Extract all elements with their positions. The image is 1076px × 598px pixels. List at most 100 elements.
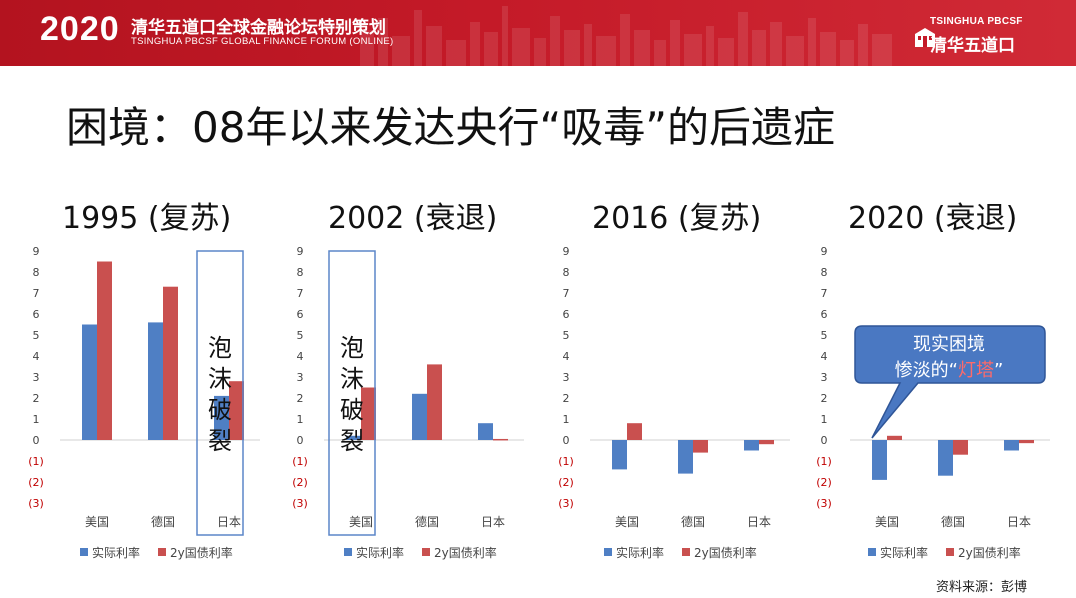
y-tick-label: (2) (292, 476, 308, 489)
source-note: 资料来源：彭博 (936, 580, 1028, 595)
bar-bond-2y (693, 440, 708, 453)
legend-label: 2y国债利率 (694, 545, 757, 560)
bar-real-rate (612, 440, 627, 470)
callout-prefix: 惨淡的 (894, 360, 949, 381)
bar-real-rate (148, 322, 163, 440)
y-tick-label: 5 (563, 329, 570, 342)
y-tick-label: 8 (821, 266, 828, 279)
y-tick-label: 0 (563, 434, 570, 447)
y-tick-label: 8 (33, 266, 40, 279)
bar-real-rate (744, 440, 759, 451)
chart-title-2016: 2016 (复苏) (592, 201, 762, 236)
y-tick-label: 6 (821, 308, 828, 321)
x-category-label: 德国 (151, 514, 175, 529)
bar-bond-2y (953, 440, 968, 455)
legend-swatch (158, 548, 166, 556)
y-tick-label: 4 (33, 350, 40, 363)
y-tick-label: 0 (821, 434, 828, 447)
bar-bond-2y (627, 423, 642, 440)
y-tick-label: 2 (33, 392, 40, 405)
bar-real-rate (872, 440, 887, 480)
x-category-label: 美国 (85, 515, 109, 529)
y-tick-label: (3) (558, 497, 574, 510)
bubble-burst-char: 泡 (340, 334, 364, 362)
y-tick-label: 3 (821, 371, 828, 384)
x-category-label: 德国 (941, 514, 965, 529)
callout-line-2: 惨淡的“灯塔” (854, 356, 1044, 382)
y-tick-label: 9 (33, 245, 40, 258)
y-tick-label: 1 (33, 413, 40, 426)
y-tick-label: (3) (292, 497, 308, 510)
y-tick-label: 5 (33, 329, 40, 342)
y-tick-label: 2 (821, 392, 828, 405)
y-tick-label: 4 (563, 350, 570, 363)
bubble-burst-char: 沫 (340, 365, 364, 393)
bar-bond-2y (427, 364, 442, 440)
x-category-label: 日本 (1007, 515, 1031, 529)
y-tick-label: 7 (563, 287, 570, 300)
logo-text-cn: 清华五道口 (930, 36, 1015, 56)
bar-real-rate (346, 435, 361, 440)
y-tick-label: 7 (297, 287, 304, 300)
callout-highlight: 灯塔 (958, 360, 994, 381)
callout-quote-close: ” (994, 360, 1004, 381)
legend-swatch (604, 548, 612, 556)
bubble-burst-char: 泡 (208, 334, 232, 362)
bar-real-rate (82, 324, 97, 440)
legend-label: 实际利率 (356, 545, 404, 560)
legend-label: 2y国债利率 (170, 545, 233, 560)
legend-label: 2y国债利率 (434, 545, 497, 560)
x-category-label: 日本 (481, 515, 505, 529)
x-category-label: 美国 (615, 515, 639, 529)
legend-swatch (80, 548, 88, 556)
bubble-burst-char: 裂 (340, 427, 364, 455)
y-tick-label: 5 (821, 329, 828, 342)
legend-swatch (344, 548, 352, 556)
header-year: 2020 (40, 10, 120, 48)
y-tick-label: 1 (563, 413, 570, 426)
y-tick-label: 4 (821, 350, 828, 363)
legend-swatch (946, 548, 954, 556)
y-tick-label: 0 (297, 434, 304, 447)
bubble-burst-char: 裂 (208, 427, 232, 455)
x-category-label: 德国 (415, 514, 439, 529)
bar-real-rate (678, 440, 693, 474)
pbcsf-logo-icon (915, 28, 935, 47)
y-tick-label: 6 (33, 308, 40, 321)
y-tick-label: 2 (297, 392, 304, 405)
y-tick-label: 6 (297, 308, 304, 321)
bar-bond-2y (1019, 440, 1034, 444)
legend-label: 实际利率 (616, 545, 664, 560)
y-tick-label: 0 (33, 434, 40, 447)
bar-bond-2y (361, 387, 376, 440)
y-tick-label: 1 (821, 413, 828, 426)
y-tick-label: 9 (297, 245, 304, 258)
y-tick-label: 3 (33, 371, 40, 384)
x-category-label: 日本 (217, 515, 241, 529)
callout-shape (854, 325, 1046, 439)
y-tick-label: 2 (563, 392, 570, 405)
logo-text-en: TSINGHUA PBCSF (930, 16, 1023, 27)
bar-real-rate (1004, 440, 1019, 451)
legend-label: 实际利率 (880, 545, 928, 560)
y-tick-label: (1) (292, 455, 308, 468)
chart-title-2020: 2020 (衰退) (848, 201, 1018, 236)
legend-label: 2y国债利率 (958, 545, 1021, 560)
chart-title-2002: 2002 (衰退) (328, 201, 498, 236)
bubble-burst-char: 沫 (208, 365, 232, 393)
bar-bond-2y (759, 440, 774, 445)
bubble-burst-frame (328, 250, 376, 536)
callout-line-1: 现实困境 (913, 334, 985, 355)
y-tick-label: (1) (816, 455, 832, 468)
pbcsf-logo: TSINGHUA PBCSF 清华五道口 (906, 12, 1062, 56)
bar-real-rate (412, 393, 427, 440)
legend-swatch (682, 548, 690, 556)
bar-bond-2y (493, 438, 508, 441)
bar-real-rate (938, 440, 953, 476)
y-tick-label: 9 (563, 245, 570, 258)
y-tick-label: 3 (563, 371, 570, 384)
y-tick-label: (2) (558, 476, 574, 489)
city-skyline-decoration (360, 6, 892, 66)
bar-real-rate (478, 423, 493, 440)
y-tick-label: (1) (558, 455, 574, 468)
